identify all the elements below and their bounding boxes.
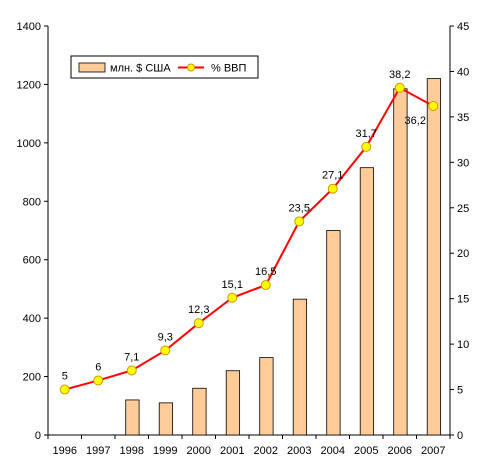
y-left-tick-label: 1200: [17, 79, 41, 91]
y-right-tick-label: 20: [457, 248, 469, 260]
legend-bar-swatch: [78, 62, 106, 73]
data-label: 16,5: [255, 266, 276, 278]
data-label: 27,1: [322, 170, 343, 182]
x-tick-label: 2001: [220, 445, 244, 457]
bar: [359, 167, 375, 436]
data-label: 6: [95, 361, 101, 373]
y-right-tick-label: 35: [457, 112, 469, 124]
y-right-tick-label: 10: [457, 339, 469, 351]
y-right-tick-label: 25: [457, 203, 469, 215]
data-label: 38,2: [389, 69, 410, 81]
line-path: [64, 86, 434, 391]
legend-box: [70, 55, 259, 79]
x-tick-label: 2007: [421, 445, 445, 457]
data-label: 9,3: [158, 331, 173, 343]
x-tick-label: 2006: [388, 445, 412, 457]
y-right-tick-label: 30: [457, 157, 469, 169]
bar: [259, 357, 274, 436]
y-left-tick-label: 1000: [17, 138, 41, 150]
x-tick-label: 1997: [86, 445, 110, 457]
axes: 0 200 400 600 800 1000 1200 1400 0 5 10 15 20 25 30 35 4…: [17, 21, 470, 457]
y-left-tick-label: 800: [23, 196, 41, 208]
line-point: [327, 183, 338, 194]
legend-line-label: % ВВП: [211, 63, 247, 75]
line-point: [227, 292, 238, 303]
y-right-tick-label: 40: [457, 66, 469, 78]
x-tick-label: 2004: [321, 445, 345, 457]
x-tick-label: 1999: [153, 445, 177, 457]
legend: млн. $ США % ВВП: [70, 55, 259, 79]
bar: [393, 88, 408, 436]
x-tick-label: 2000: [187, 445, 211, 457]
line-point: [93, 375, 104, 386]
line-point: [193, 318, 204, 329]
line-point: [260, 280, 271, 291]
data-labels: 5 6 7,1 9,3 12,3 15,1 16,5 23,5 27,1 31,7 38,2 36,2: [62, 69, 426, 383]
x-tick-label: 1996: [53, 445, 77, 457]
bar: [158, 402, 174, 436]
y-left-tick-label: 1400: [17, 21, 41, 33]
x-tick-label: 2003: [287, 445, 311, 457]
y-right-tick-label: 15: [457, 294, 469, 306]
bar-series: [125, 78, 442, 436]
y-left-tick-label: 600: [23, 255, 41, 267]
data-label: 12,3: [188, 304, 209, 316]
line-point: [294, 216, 305, 227]
legend-bar-label: млн. $ США: [110, 63, 171, 75]
bar: [426, 78, 442, 436]
bar: [225, 370, 241, 436]
y-left-tick-label: 400: [23, 313, 41, 325]
data-label: 15,1: [222, 279, 243, 291]
legend-line-marker: [187, 63, 195, 72]
bar: [326, 230, 341, 436]
line-point: [361, 141, 372, 152]
y-right-tick-label: 5: [457, 385, 463, 397]
data-label: 7,1: [124, 351, 139, 363]
line-point: [59, 384, 70, 395]
bar: [192, 387, 207, 436]
data-label: 31,7: [356, 128, 377, 140]
line-point: [394, 82, 405, 93]
x-tick-label: 2005: [354, 445, 378, 457]
data-label: 36,2: [405, 115, 426, 127]
bar: [292, 298, 308, 436]
line-series: [59, 82, 439, 395]
x-tick-label: 2002: [254, 445, 278, 457]
y-left-tick-label: 200: [23, 372, 41, 384]
data-label: 23,5: [289, 202, 310, 214]
line-point: [160, 345, 171, 356]
line-point: [126, 365, 137, 376]
x-tick-label: 1998: [120, 445, 144, 457]
y-right-tick-label: 45: [457, 21, 469, 33]
bar: [125, 399, 140, 436]
y-left-tick-label: 0: [35, 430, 41, 442]
line-point: [428, 100, 439, 111]
data-label: 5: [62, 371, 68, 383]
y-right-tick-label: 0: [457, 430, 463, 442]
